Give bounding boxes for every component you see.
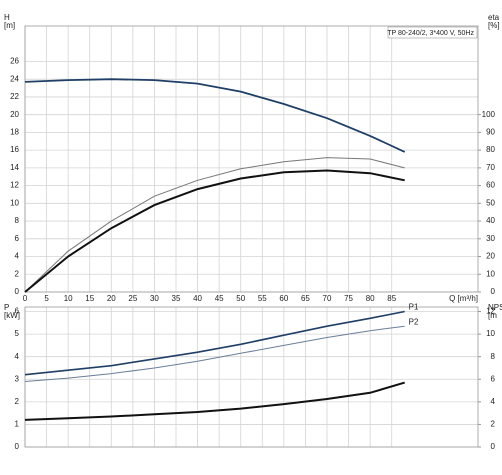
x-axis-label: Q [m³/h] <box>449 294 478 303</box>
y-tick-label: 5 <box>15 329 20 338</box>
x-tick-label: 5 <box>44 294 49 303</box>
y2-tick-label: 4 <box>491 397 496 406</box>
x-tick-label: 40 <box>193 294 202 303</box>
y-tick-label: 3 <box>15 374 20 383</box>
x-tick-label: 45 <box>215 294 224 303</box>
y-tick-label: 22 <box>10 92 19 101</box>
y2-axis-label: eta <box>488 13 500 22</box>
x-tick-label: 60 <box>279 294 288 303</box>
x-tick-label: 80 <box>366 294 375 303</box>
series-label: P1 <box>409 303 419 312</box>
x-tick-label: 25 <box>128 294 137 303</box>
y-tick-label: 16 <box>10 145 19 154</box>
y2-tick-label: 10 <box>486 269 495 278</box>
y-tick-label: 2 <box>15 269 20 278</box>
y-axis-label: H <box>4 13 10 22</box>
y2-tick-label: 0 <box>491 442 496 451</box>
y-tick-label: 10 <box>10 198 19 207</box>
y-tick-label: 0 <box>15 442 20 451</box>
y2-tick-label: 10 <box>486 329 495 338</box>
chart-title: TP 80-240/2, 3*400 V, 50Hz <box>387 30 474 37</box>
y-tick-label: 8 <box>15 216 20 225</box>
y-axis-unit: [m] <box>4 21 15 30</box>
y-tick-label: 12 <box>10 181 19 190</box>
y2-tick-label: 0 <box>491 287 496 296</box>
y2-tick-label: 40 <box>486 216 495 225</box>
y2-tick-label: 8 <box>491 352 496 361</box>
y2-tick-label: 12 <box>486 307 495 316</box>
y-axis-unit: [kW] <box>4 311 20 320</box>
y2-tick-label: 90 <box>486 128 495 137</box>
curve <box>24 310 405 376</box>
x-tick-label: 15 <box>85 294 94 303</box>
y-tick-label: 18 <box>10 128 19 137</box>
curve <box>24 157 405 293</box>
x-tick-label: 10 <box>64 294 73 303</box>
y2-axis-label: NPS <box>488 303 502 312</box>
y-tick-label: 6 <box>15 234 20 243</box>
curve <box>24 381 405 421</box>
y2-axis-unit: [m <box>488 311 497 320</box>
x-tick-label: 30 <box>150 294 159 303</box>
y-tick-label: 2 <box>15 397 20 406</box>
x-tick-label: 55 <box>258 294 267 303</box>
y2-tick-label: 100 <box>482 110 496 119</box>
curve <box>24 78 406 153</box>
x-tick-label: 0 <box>23 294 28 303</box>
y2-tick-label: 6 <box>491 374 496 383</box>
x-tick-label: 85 <box>387 294 396 303</box>
y2-tick-label: 80 <box>486 145 495 154</box>
y-tick-label: 1 <box>15 420 20 429</box>
y-tick-label: 4 <box>15 252 20 261</box>
x-tick-label: 50 <box>236 294 245 303</box>
y-tick-label: 4 <box>15 352 20 361</box>
plot-frame <box>24 306 479 448</box>
title-box <box>387 26 478 39</box>
y2-tick-label: 50 <box>486 198 495 207</box>
x-tick-label: 65 <box>301 294 310 303</box>
x-tick-label: 70 <box>323 294 332 303</box>
y2-tick-label: 60 <box>486 181 495 190</box>
y-tick-label: 26 <box>10 57 19 66</box>
series-label: P2 <box>409 317 419 326</box>
y-tick-label: 24 <box>10 74 19 83</box>
y2-tick-label: 70 <box>486 163 495 172</box>
x-tick-label: 35 <box>172 294 181 303</box>
y-tick-label: 14 <box>10 163 19 172</box>
y-tick-label: 20 <box>10 110 19 119</box>
y-axis-label: P <box>4 303 9 312</box>
y2-tick-label: 30 <box>486 234 495 243</box>
x-tick-label: 20 <box>107 294 116 303</box>
plot-frame <box>24 25 479 293</box>
y-tick-label: 6 <box>15 307 20 316</box>
y2-axis-unit: [%] <box>488 21 500 30</box>
x-tick-label: 75 <box>344 294 353 303</box>
y-tick-label: 0 <box>15 287 20 296</box>
curve <box>24 169 405 293</box>
y2-tick-label: 2 <box>491 420 496 429</box>
y2-tick-label: 20 <box>486 252 495 261</box>
curve <box>24 325 405 382</box>
